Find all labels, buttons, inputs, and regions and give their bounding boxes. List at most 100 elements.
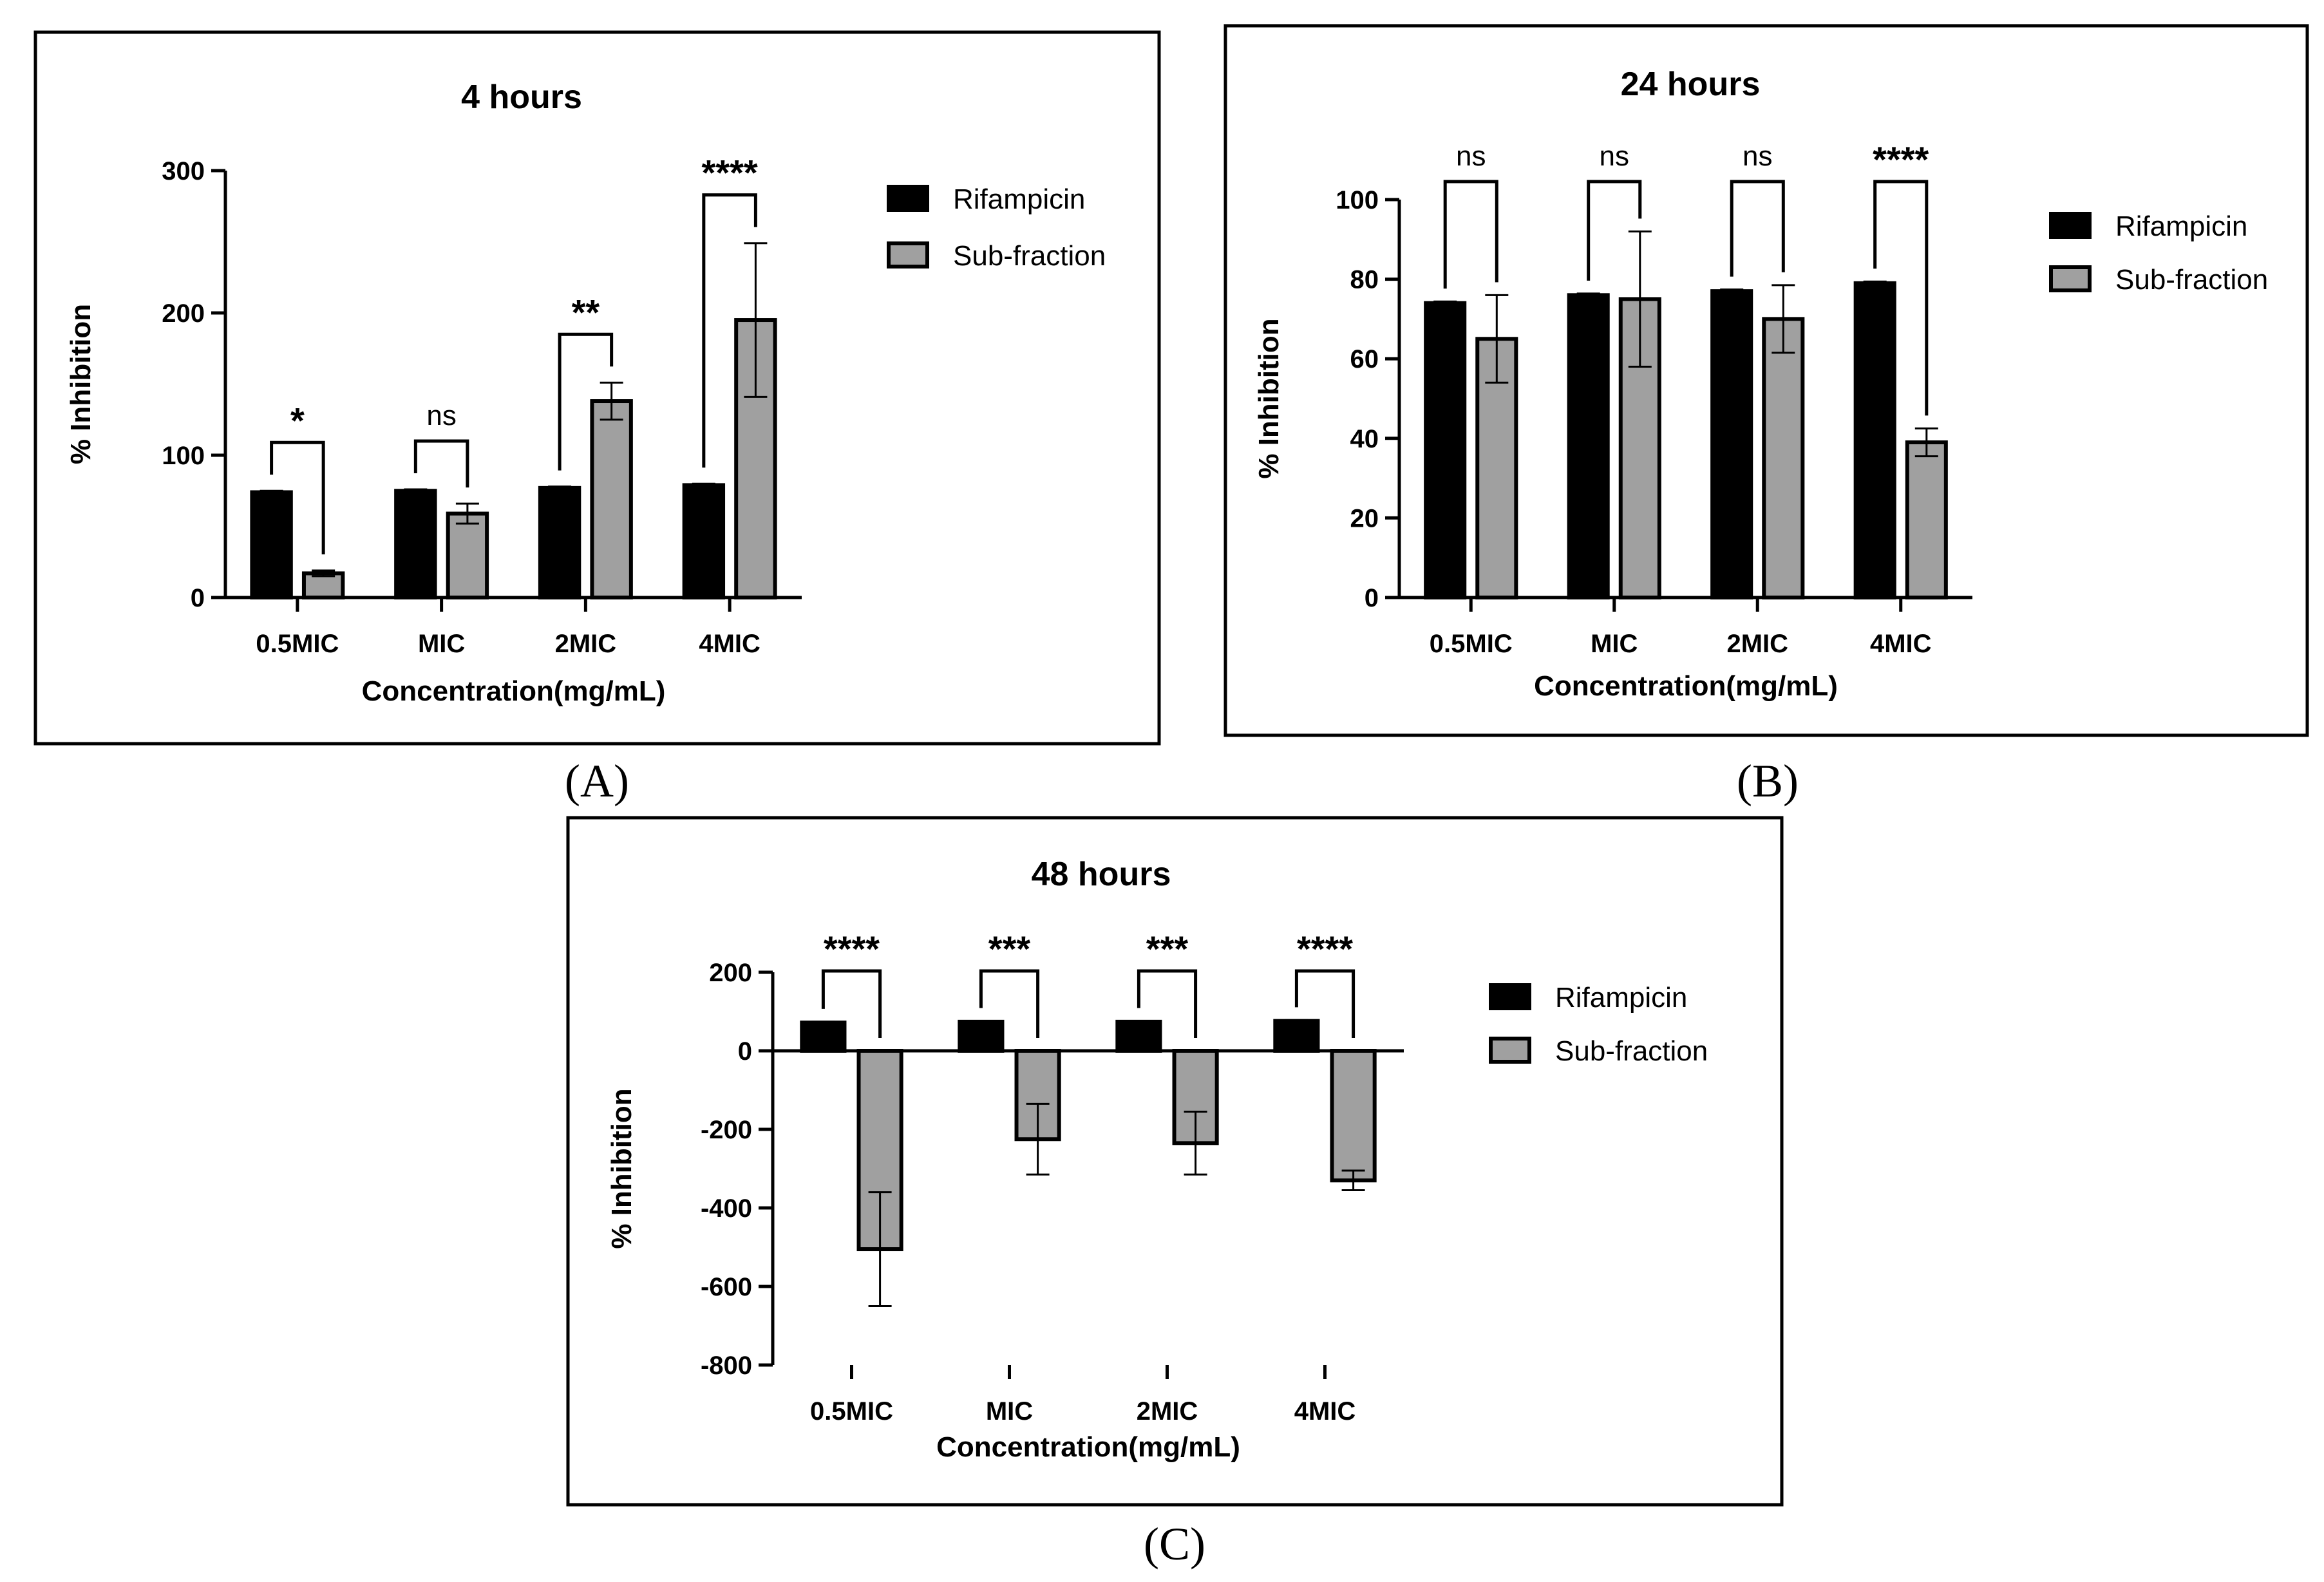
panel-c-frame	[566, 816, 1784, 1507]
y-tick-label: 0	[738, 1037, 752, 1066]
significance-bracket	[1587, 180, 1642, 281]
bar-sub-fraction	[301, 571, 345, 599]
x-tick-label: 2MIC	[1137, 1397, 1198, 1426]
legend-label: Sub-fraction	[2115, 264, 2268, 296]
significance-bracket	[1730, 180, 1785, 277]
panel-c-caption: (C)	[1144, 1518, 1205, 1570]
bar-sub-fraction	[1762, 317, 1805, 599]
y-axis-label: % Inhibition	[1253, 318, 1285, 478]
y-axis-label: % Inhibition	[606, 1088, 638, 1248]
significance-bracket	[1443, 180, 1498, 289]
significance-bracket	[413, 439, 469, 488]
y-tick-label: 20	[1350, 504, 1379, 532]
significance-bracket	[1137, 969, 1198, 1038]
bar-sub-fraction	[590, 399, 633, 600]
x-tick-label: 0.5MIC	[256, 630, 339, 658]
x-axis-label: Concentration(mg/mL)	[936, 1431, 1240, 1463]
y-tick-label: 200	[162, 299, 205, 328]
panel-a-caption: (A)	[565, 755, 629, 807]
legend-swatch-sub-fraction	[887, 241, 929, 268]
panel-b-plot: 24 hours 0 20 40 60 80 100 Concentration(mg/mL)…	[1253, 66, 2268, 702]
bar-rifampicin	[1273, 1019, 1320, 1053]
x-tick-label: 2MIC	[555, 630, 617, 658]
panel-b-frame	[1223, 24, 2309, 737]
legend-swatch-sub-fraction	[1489, 1037, 1531, 1064]
significance-bracket	[979, 969, 1040, 1038]
legend-label: Sub-fraction	[1555, 1035, 1708, 1067]
significance-label: ****	[702, 153, 758, 193]
panel-a-plot: 4 hours 0 100 200 300 Concentration(mg/mL) % I…	[65, 79, 1106, 707]
y-tick-label: 0	[191, 584, 205, 612]
y-tick-label: 200	[709, 959, 752, 987]
significance-label: ***	[1146, 928, 1189, 969]
legend-label: Rifampicin	[1555, 982, 1687, 1013]
y-tick-label: -400	[701, 1194, 752, 1223]
x-tick-label: MIC	[986, 1397, 1033, 1426]
y-axis-label: % Inhibition	[65, 304, 97, 464]
y-tick-label: 0	[1365, 584, 1379, 612]
x-axis-label: Concentration(mg/mL)	[1534, 670, 1838, 702]
bar-sub-fraction	[1905, 440, 1948, 599]
panel-a-frame	[33, 30, 1161, 746]
y-tick-label: 300	[162, 157, 205, 185]
significance-bracket	[1294, 969, 1356, 1038]
significance-bracket	[1873, 180, 1929, 416]
y-tick-label: 100	[1336, 186, 1379, 214]
x-tick-label: 2MIC	[1726, 630, 1788, 658]
bar-sub-fraction	[446, 511, 489, 599]
legend-swatch-rifampicin	[1489, 983, 1531, 1010]
significance-label: ns	[1743, 140, 1772, 172]
significance-label: **	[572, 292, 600, 332]
significance-label: ****	[1873, 139, 1929, 180]
bar-rifampicin	[958, 1019, 1005, 1053]
chart-title: 48 hours	[1032, 856, 1171, 893]
x-tick-label: 0.5MIC	[810, 1397, 893, 1426]
chart-title: 24 hours	[1621, 66, 1761, 103]
significance-bracket	[821, 969, 882, 1038]
legend-swatch-sub-fraction	[2049, 265, 2092, 292]
legend-label: Rifampicin	[953, 184, 1085, 215]
legend-label: Sub-fraction	[953, 240, 1106, 272]
y-tick-label: -600	[701, 1273, 752, 1301]
x-tick-label: 4MIC	[1870, 630, 1932, 658]
bar-rifampicin	[250, 490, 293, 600]
significance-label: ****	[824, 928, 880, 969]
x-tick-label: 4MIC	[1294, 1397, 1356, 1426]
x-tick-label: 4MIC	[699, 630, 760, 658]
legend-label: Rifampicin	[2115, 211, 2247, 242]
significance-label: ns	[1456, 140, 1486, 172]
y-tick-label: -200	[701, 1116, 752, 1144]
bar-rifampicin	[538, 485, 581, 600]
x-tick-label: MIC	[1591, 630, 1638, 658]
significance-label: *	[290, 400, 305, 440]
bar-rifampicin	[1567, 293, 1610, 599]
y-tick-label: 60	[1350, 345, 1379, 373]
bar-rifampicin	[1853, 281, 1896, 599]
significance-label: ***	[988, 928, 1031, 969]
bar-rifampicin	[394, 489, 437, 599]
significance-bracket	[702, 193, 757, 468]
chart-title: 4 hours	[461, 79, 582, 116]
panel-b: 24 hours 0 20 40 60 80 100 Concentration(mg/mL)…	[1223, 24, 2309, 737]
panel-c: 48 hours -800 -600 -400 -200 0 200 Concentratio…	[566, 816, 1784, 1507]
significance-label: ****	[1297, 928, 1353, 969]
panel-b-caption: (B)	[1737, 755, 1799, 807]
significance-label: ns	[1600, 140, 1629, 172]
y-tick-label: 40	[1350, 425, 1379, 453]
x-axis-label: Concentration(mg/mL)	[362, 675, 666, 707]
y-tick-label: -800	[701, 1351, 752, 1380]
significance-label: ns	[426, 400, 456, 431]
x-tick-label: 0.5MIC	[1430, 630, 1513, 658]
legend-swatch-rifampicin	[887, 185, 929, 212]
y-tick-label: 100	[162, 442, 205, 470]
significance-bracket	[270, 440, 325, 555]
legend-swatch-rifampicin	[2049, 212, 2092, 239]
panel-a: 4 hours 0 100 200 300 Concentration(mg/mL) % I…	[33, 30, 1161, 746]
bar-rifampicin	[1424, 301, 1467, 599]
bar-rifampicin	[1710, 289, 1753, 599]
bar-sub-fraction	[1330, 1049, 1377, 1183]
significance-bracket	[558, 332, 614, 471]
bar-rifampicin	[1115, 1019, 1162, 1053]
bar-rifampicin	[800, 1021, 847, 1053]
